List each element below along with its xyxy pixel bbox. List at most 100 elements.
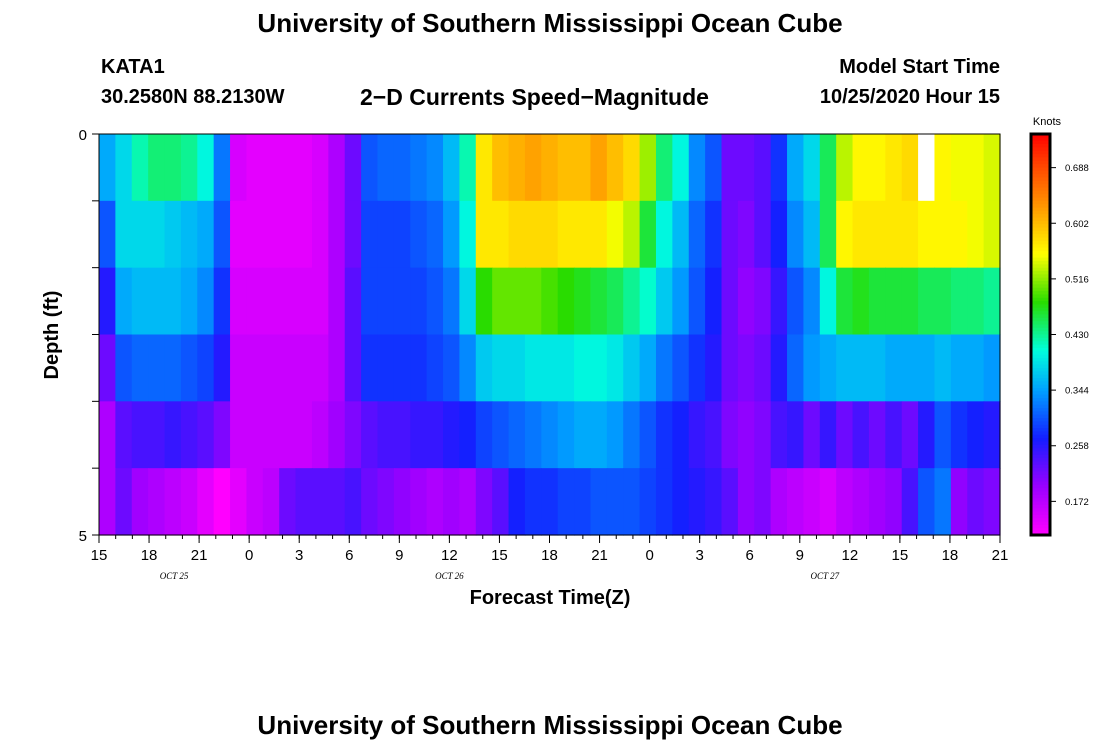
colorbar-segment [1031,518,1050,523]
colorbar-segment [1031,257,1050,262]
heatmap-cell [99,134,116,202]
heatmap-cell [770,200,788,269]
heatmap-cell [590,200,608,269]
heatmap-cell [918,401,936,469]
x-tick-label: 0 [645,547,653,564]
colorbar-segment [1031,471,1050,476]
colorbar-segment [1031,458,1050,463]
heatmap-cell [377,334,395,402]
colorbar-segment [1031,194,1050,199]
x-tick-label: 15 [491,547,508,564]
heatmap-cell [836,267,854,336]
heatmap-cell [344,468,362,536]
colorbar-segment [1031,488,1050,493]
heatmap-cell [688,401,706,469]
heatmap-cell [164,468,182,536]
heatmap-cell [803,134,821,202]
y-axis-label: Depth (ft) [41,291,63,380]
heatmap-cell [230,200,248,269]
colorbar-tick-label: 0.430 [1065,330,1089,341]
heatmap-cell [655,468,673,536]
heatmap-cell [410,401,428,469]
heatmap-cell [623,334,641,402]
colorbar-segment [1031,391,1050,396]
colorbar-segment [1031,448,1050,453]
colorbar-segment [1031,204,1050,209]
heatmap-cell [115,334,133,402]
heatmap-cell [819,401,837,469]
colorbar-segment [1031,154,1050,158]
x-tick-label: 21 [992,547,1009,564]
heatmap-cell [311,267,329,336]
colorbar-tick-label: 0.602 [1065,219,1089,230]
colorbar-segment [1031,428,1050,433]
heatmap-cell [344,200,362,269]
colorbar-segment [1031,424,1050,429]
heatmap-cell [459,401,477,469]
heatmap-cell [148,334,166,402]
heatmap-cell [787,334,805,402]
heatmap-cell [737,468,755,536]
heatmap-cell [213,200,231,269]
heatmap-cell [230,468,248,536]
heatmap-cell [475,200,493,269]
heatmap-cell [344,401,362,469]
colorbar-segment [1031,184,1050,189]
colorbar-segment [1031,498,1050,503]
heatmap-cell [934,468,952,536]
heatmap-cell [934,200,952,269]
heatmap-cell [836,334,854,402]
heatmap-cell [852,401,870,469]
heatmap-cell [606,334,624,402]
heatmap-cell [672,134,690,202]
colorbar-segment [1031,431,1050,436]
heatmap-cell [705,267,723,336]
heatmap-cell [164,334,182,402]
date-label: OCT 25 [160,571,189,581]
heatmap-cell [836,401,854,469]
heatmap-cell [443,134,460,202]
heatmap-cell [541,334,559,402]
heatmap-cell [868,200,886,269]
heatmap-cell [967,267,985,336]
x-tick-label: 21 [591,547,608,564]
colorbar-segment [1031,150,1050,155]
heatmap-cell [164,134,182,202]
heatmap-cell [983,134,1001,202]
colorbar-segment [1031,324,1050,329]
heatmap-cell [590,334,608,402]
colorbar-segment [1031,367,1050,372]
heatmap-cell [672,401,690,469]
heatmap-cell [508,334,526,402]
heatmap-cell [344,334,362,402]
heatmap-cell [868,134,886,202]
heatmap-cell [197,267,215,336]
heatmap-cell [295,334,313,402]
heatmap-cell [787,134,805,202]
heatmap-cell [295,468,313,536]
heatmap-cell [623,267,641,336]
heatmap-cell [688,468,706,536]
heatmap-cell [901,267,919,336]
colorbar-segment [1031,361,1050,366]
heatmap-cell [459,134,477,202]
station-coords: 30.2580N 88.2130W [101,86,285,108]
heatmap-cell [639,134,657,202]
heatmap-cell [950,334,968,402]
colorbar [1031,134,1050,536]
heatmap-cell [230,134,248,202]
heatmap-cell [295,401,313,469]
heatmap-cell [148,401,166,469]
colorbar-segment [1031,444,1050,449]
heatmap-cell [164,200,182,269]
colorbar-segment [1031,160,1050,165]
heatmap-cell [950,200,968,269]
colorbar-segment [1031,491,1050,496]
heatmap-cell [311,200,329,269]
colorbar-segment [1031,454,1050,459]
heatmap-cell [410,200,428,269]
heatmap-cell [770,267,788,336]
colorbar-segment [1031,291,1050,295]
x-axis-label: Forecast Time(Z) [470,587,631,609]
heatmap-cell [197,134,215,202]
